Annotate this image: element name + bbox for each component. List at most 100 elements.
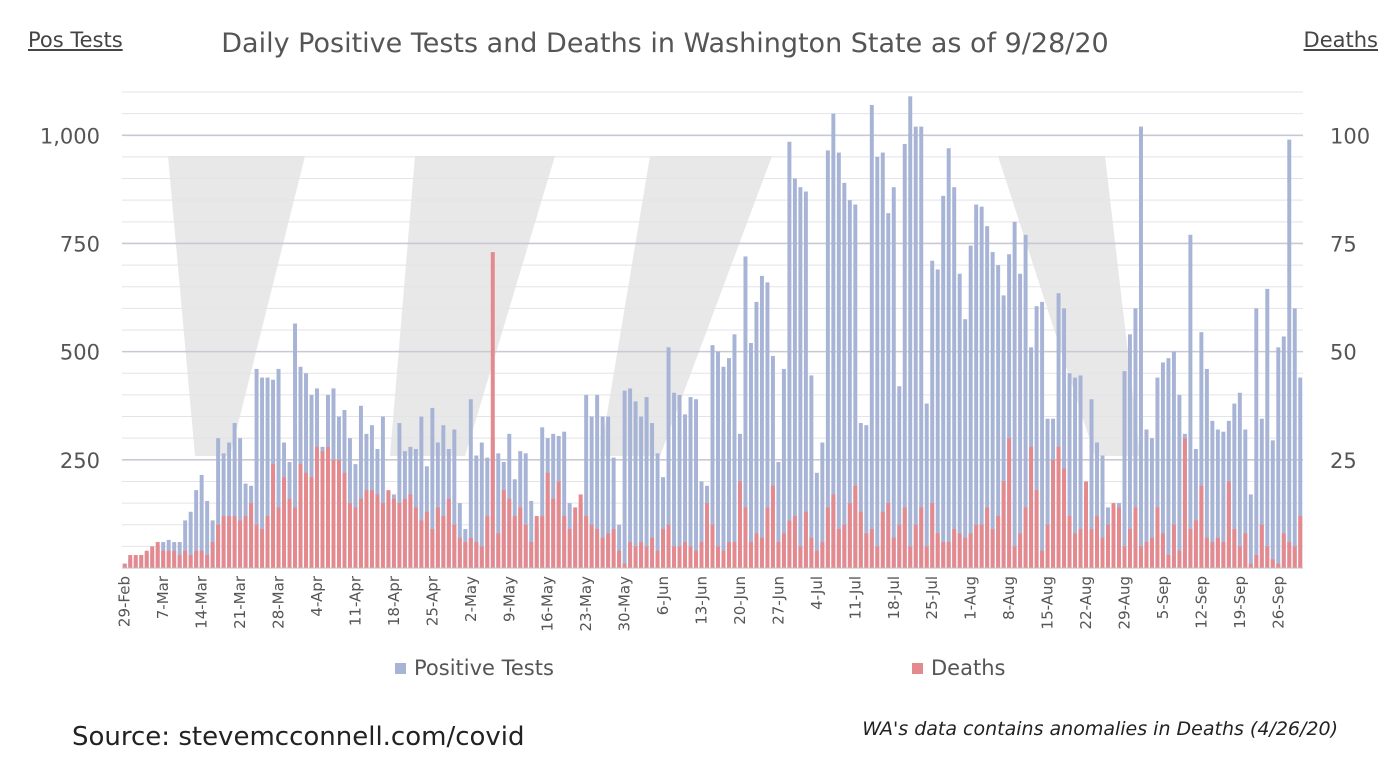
death-bar — [254, 524, 259, 568]
positive-test-bar — [853, 204, 858, 568]
death-bar — [946, 542, 951, 568]
positive-test-bar — [293, 323, 298, 568]
death-bar — [814, 550, 819, 568]
death-bar — [271, 464, 276, 568]
death-bar — [1259, 524, 1264, 568]
positive-test-bar — [1133, 308, 1138, 568]
positive-test-bar — [205, 500, 210, 568]
death-bar — [924, 546, 929, 568]
death-bar — [666, 524, 671, 568]
positive-test-bar — [1144, 429, 1149, 568]
positive-test-bar — [957, 273, 962, 568]
positive-test-bar — [710, 345, 715, 568]
death-bar — [1062, 468, 1067, 568]
death-bar — [358, 498, 363, 568]
left-axis-title: Pos Tests — [28, 28, 123, 52]
death-bar — [353, 507, 358, 568]
wa-watermark — [168, 156, 1140, 456]
death-bar — [1199, 485, 1204, 568]
death-bar — [402, 498, 407, 568]
positive-test-bar — [875, 156, 880, 568]
positive-test-bar — [1100, 455, 1105, 568]
death-bar — [968, 533, 973, 568]
left-tick-label: 1,000 — [40, 124, 100, 148]
death-bar — [1232, 529, 1237, 568]
death-bar — [1292, 546, 1297, 568]
death-bar — [298, 464, 303, 568]
death-bar — [891, 537, 896, 568]
x-tick-label: 18-Jul — [885, 576, 903, 619]
positive-test-bar — [655, 453, 660, 568]
positive-test-bar — [304, 373, 308, 568]
x-tick-label: 28-Mar — [270, 575, 288, 629]
positive-test-bar — [869, 104, 874, 569]
death-bar — [908, 546, 913, 568]
death-bar — [380, 503, 385, 568]
positive-test-bar — [260, 377, 265, 568]
death-bar — [551, 498, 556, 568]
x-axis-ticks: 29-Feb 7-Mar 14-Mar 21-Mar 28-Mar 4-Apr 11-Apr… — [116, 575, 1288, 631]
death-bar — [485, 516, 490, 568]
positive-test-bar — [358, 405, 363, 568]
death-bar — [446, 498, 451, 568]
x-tick-label: 4-Apr — [308, 575, 326, 616]
positive-test-bar — [694, 399, 698, 568]
death-bar — [787, 520, 792, 568]
death-bar — [913, 524, 918, 568]
positive-test-bar — [825, 150, 830, 568]
death-bar — [1226, 481, 1231, 568]
death-bar — [798, 546, 803, 568]
positive-test-bar — [600, 416, 605, 568]
death-bar — [886, 503, 891, 568]
death-bar — [644, 546, 649, 568]
positive-test-bar — [1243, 429, 1248, 568]
positive-test-bar — [468, 399, 473, 568]
x-tick-label: 9-May — [500, 576, 518, 622]
death-bar — [897, 524, 902, 568]
positive-test-bar — [1166, 358, 1171, 568]
death-bar — [869, 529, 874, 568]
death-bar — [1012, 546, 1017, 568]
positive-test-bar — [732, 334, 737, 568]
right-axis-ticks: 25 50 75 100 — [1330, 124, 1370, 473]
death-bar — [523, 524, 528, 568]
x-tick-label: 13-Jun — [693, 576, 711, 625]
death-bar — [282, 477, 287, 568]
death-bar — [1117, 507, 1121, 568]
death-bar — [1127, 529, 1132, 568]
positive-test-bar — [716, 351, 720, 568]
x-tick-label: 4-Jul — [808, 576, 826, 610]
death-bar — [304, 472, 308, 568]
positive-test-bar — [666, 347, 671, 568]
death-bar — [979, 524, 984, 568]
death-bar — [419, 520, 424, 568]
death-bar — [210, 542, 215, 568]
chart-title: Daily Positive Tests and Deaths in Washi… — [221, 28, 1109, 59]
death-bar — [133, 555, 138, 568]
right-tick-label: 25 — [1330, 449, 1357, 473]
death-bar — [584, 516, 589, 568]
death-bar — [1040, 550, 1045, 568]
death-bar — [1166, 555, 1171, 568]
left-tick-label: 750 — [60, 232, 100, 256]
death-bar — [435, 507, 440, 568]
positive-test-bar — [1199, 332, 1204, 568]
death-bar — [408, 494, 413, 568]
legend-swatch-positive — [395, 662, 406, 674]
positive-test-bar — [974, 204, 979, 568]
positive-test-bar — [1001, 295, 1006, 568]
left-tick-label: 250 — [60, 449, 100, 473]
death-bar — [199, 550, 204, 568]
positive-test-bar — [946, 148, 951, 568]
death-bar — [985, 507, 990, 568]
positive-test-bar — [880, 152, 885, 568]
x-tick-label: 7-Mar — [154, 575, 172, 619]
positive-test-bar — [216, 438, 221, 568]
left-tick-label: 500 — [60, 341, 100, 365]
positive-test-bar — [1254, 308, 1259, 568]
positive-test-bar — [1281, 336, 1286, 568]
death-bar — [661, 529, 666, 568]
positive-test-bar — [529, 500, 534, 568]
positive-test-bar — [1177, 394, 1182, 568]
